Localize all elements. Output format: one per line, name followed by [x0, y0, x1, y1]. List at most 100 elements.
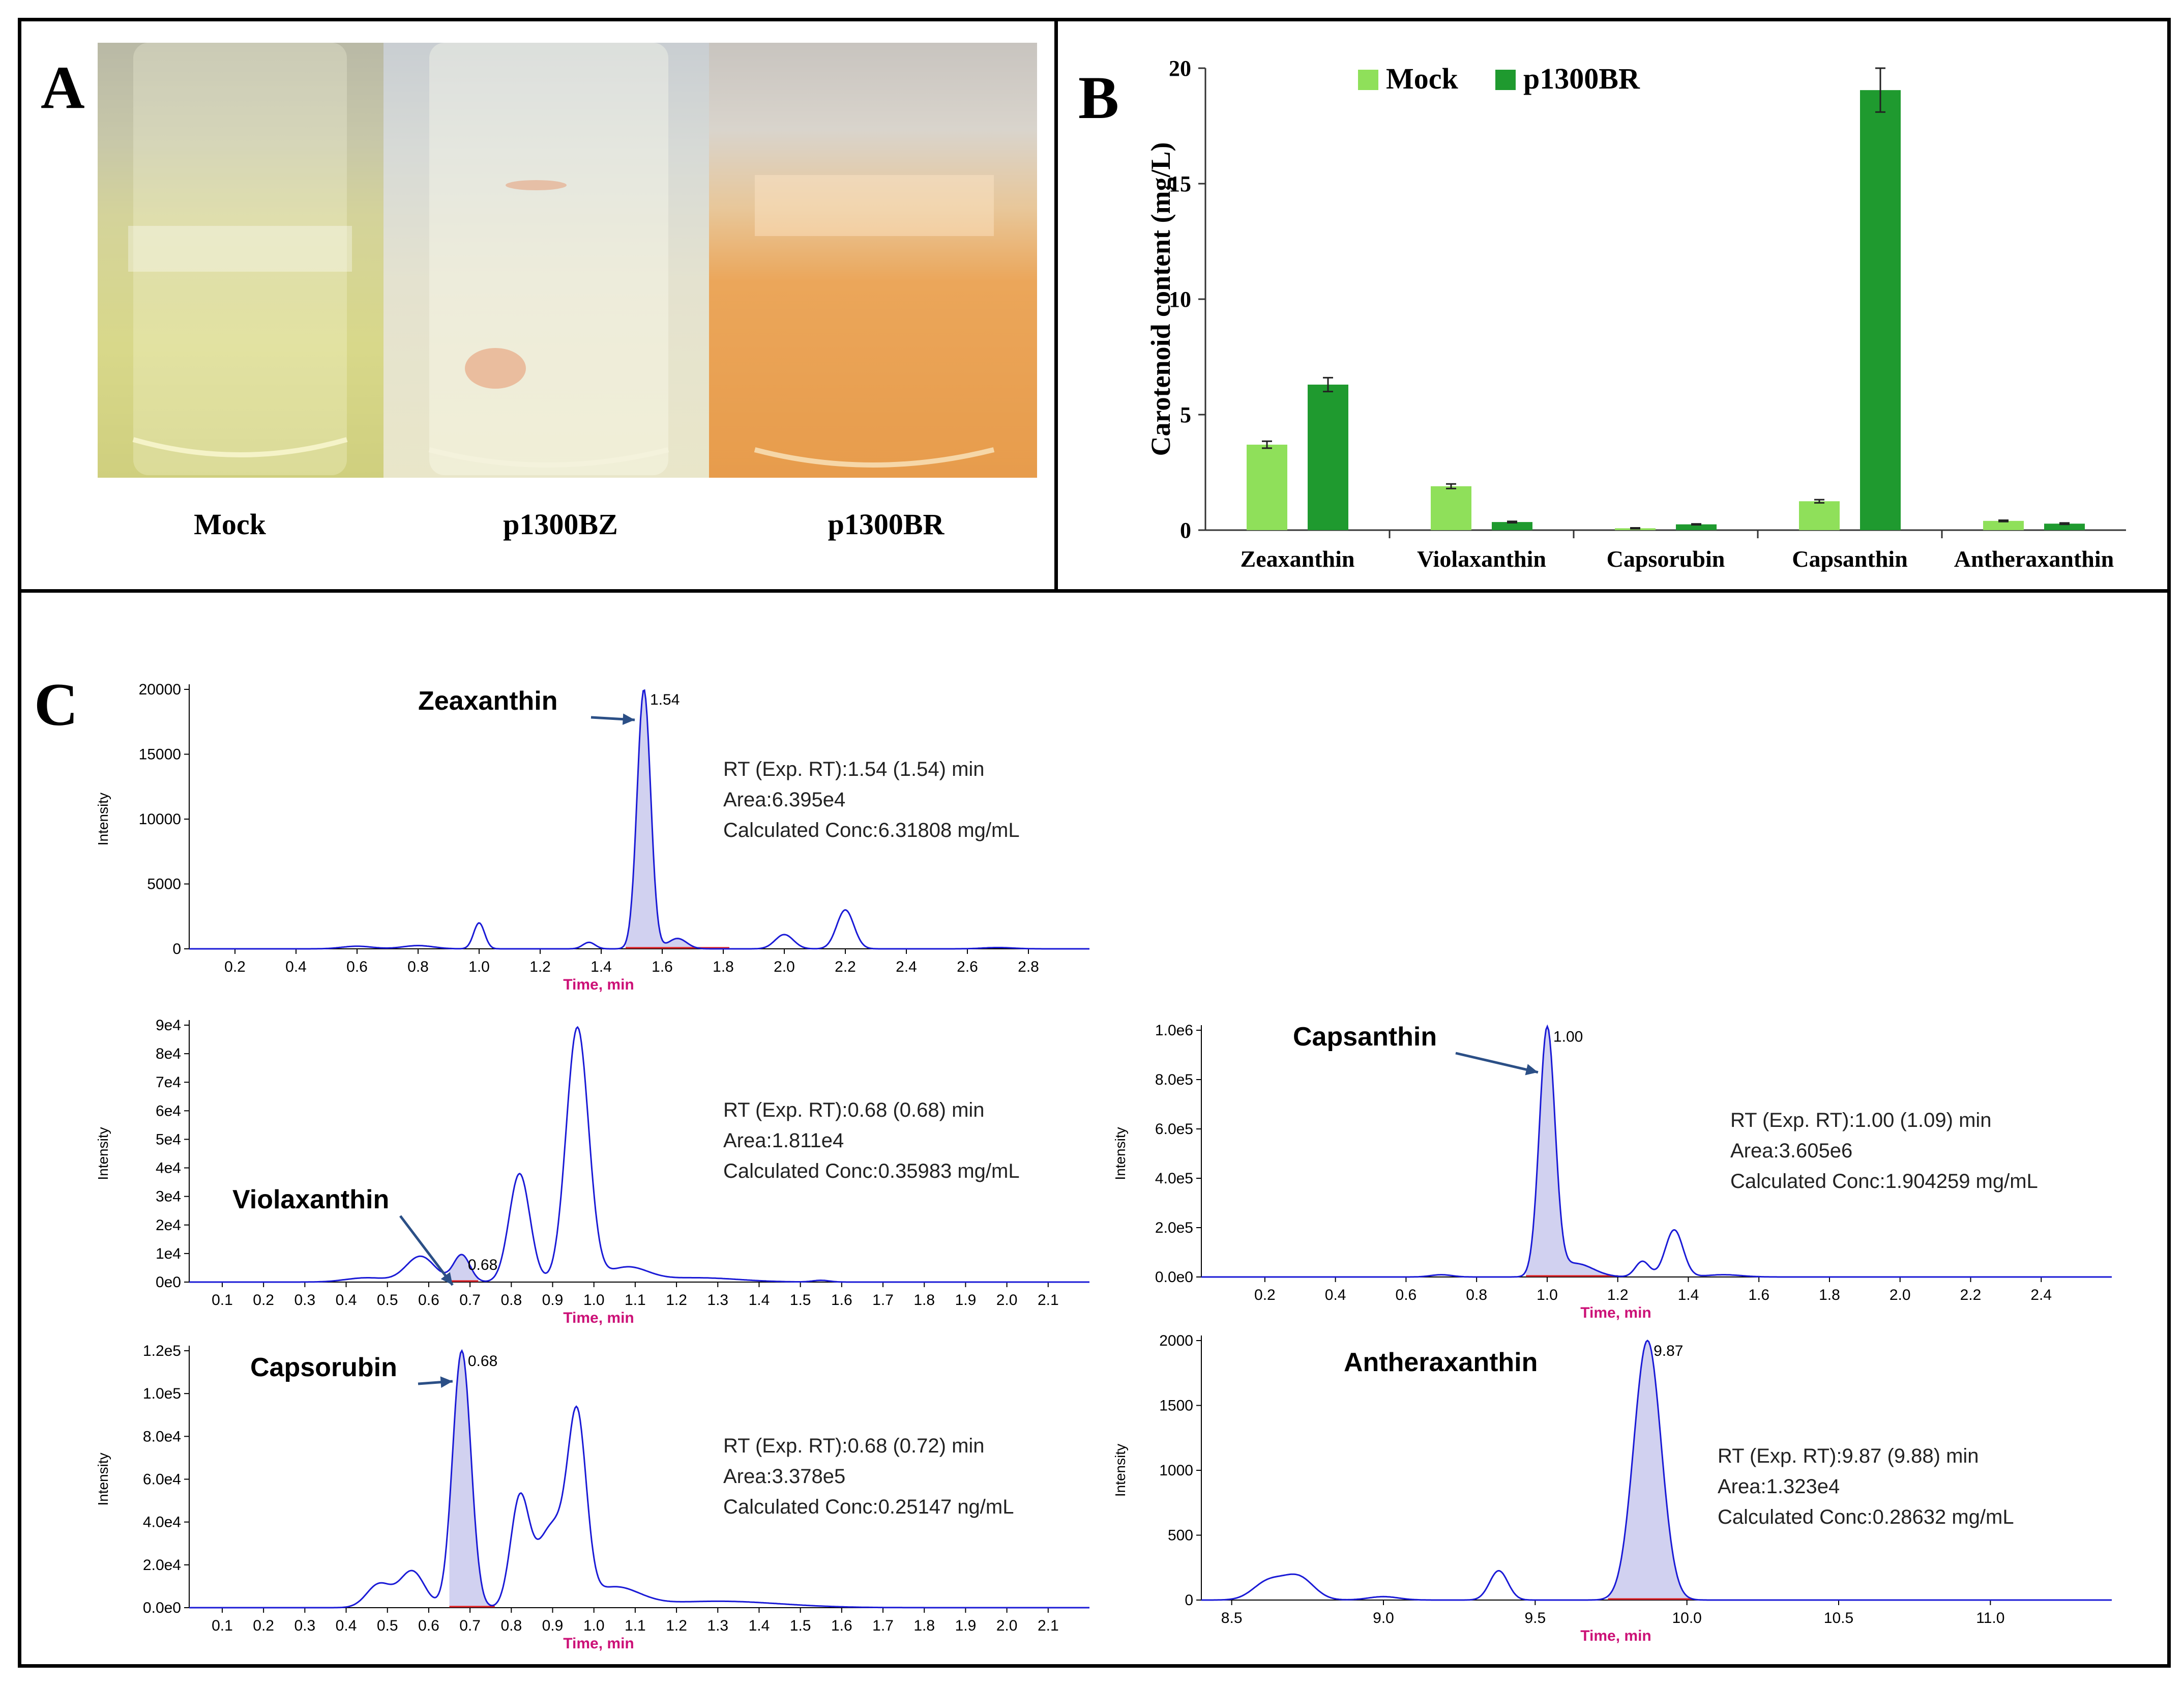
x-tick-label: 0.7 [459, 1292, 481, 1309]
x-tick-label: 9.5 [1524, 1610, 1546, 1626]
panel-b: B 0 5 10 15 20 Carotenoid content (mg/L) Zeaxa… [1054, 18, 2171, 593]
y-tick-label: 8.0e5 [1155, 1071, 1193, 1088]
x-tick-label: 2.4 [896, 958, 917, 975]
legend-swatch-mock [1358, 70, 1378, 90]
panel-a-letter: A [41, 53, 85, 121]
x-tick-label: 1.8 [913, 1617, 935, 1634]
peak-label: 9.87 [1654, 1343, 1683, 1359]
panel-a: A Mock p1300BZ p1300BR [18, 18, 1058, 593]
x-tick-label: 0.3 [294, 1292, 315, 1309]
info-line: Area:1.811e4 [723, 1129, 844, 1152]
pointer-arrowhead [440, 1272, 453, 1285]
x-tick-label: 1.3 [707, 1292, 728, 1309]
y-tick-label: 1000 [1159, 1462, 1193, 1479]
y-tick-label: 2.0e5 [1155, 1219, 1193, 1236]
y-tick-label: 500 [1168, 1527, 1193, 1544]
x-tick-label: 1.2 [666, 1617, 687, 1634]
x-tick-label: Zeaxanthin [1241, 546, 1355, 572]
integrated-peak-area [449, 1254, 479, 1282]
x-axis-label: Time, min [1580, 1628, 1651, 1644]
pointer-arrowhead [622, 713, 635, 725]
x-tick-label: 2.4 [2030, 1287, 2052, 1303]
bar-p1300br [1492, 522, 1532, 530]
x-tick-label: 1.6 [1748, 1287, 1769, 1303]
y-axis-label: Carotenoid content (mg/L) [1145, 142, 1176, 456]
x-tick-label: 1.1 [625, 1617, 646, 1634]
x-tick-label: 2.0 [996, 1617, 1018, 1634]
x-tick-label: Violaxanthin [1417, 546, 1546, 572]
chromatogram-violaxanthin: 0e0 1e4 2e4 3e4 4e4 5e4 6e4 7e4 8e4 9e4 0.1 0.2 0.3 0… [95, 1017, 1089, 1326]
y-tick-label: 4.0e4 [143, 1514, 181, 1531]
x-axis-label: Time, min [1580, 1304, 1651, 1321]
x-tick-label: 1.8 [913, 1292, 935, 1309]
bar-p1300br [1308, 384, 1348, 530]
y-tick-label: 10 [1169, 287, 1191, 312]
x-tick-label: 2.0 [774, 958, 795, 975]
integrated-peak-area [1608, 1341, 1693, 1600]
y-tick-label: 1500 [1159, 1398, 1193, 1414]
chromatogram-antheraxanthin: 0 500 1000 1500 2000 8.5 9.0 9.5 10.0 10.5 11.0 Tim… [1112, 1332, 2112, 1644]
y-tick-label: 15 [1169, 171, 1191, 196]
x-tick-label: 1.8 [713, 958, 734, 975]
y-tick-label: 9e4 [156, 1017, 181, 1034]
y-tick-label: 0 [1180, 518, 1191, 543]
y-tick-label: 2e4 [156, 1217, 181, 1234]
x-tick-label: 1.0 [583, 1292, 605, 1309]
peak-label: 0.68 [468, 1353, 497, 1370]
x-tick-label: 1.4 [749, 1617, 770, 1634]
y-tick-label: 3e4 [156, 1188, 181, 1205]
x-tick-label: 1.9 [955, 1292, 977, 1309]
chromatogram-trace [189, 1349, 1089, 1609]
x-tick-label: 1.8 [1819, 1287, 1840, 1303]
y-tick-label: 0.0e0 [1155, 1269, 1193, 1286]
info-line: Calculated Conc:1.904259 mg/mL [1730, 1170, 2038, 1193]
x-tick-label: 0.4 [285, 958, 307, 975]
x-tick-label: 0.6 [346, 958, 368, 975]
x-tick-label: 0.8 [500, 1617, 522, 1634]
x-tick-label: 0.8 [500, 1292, 522, 1309]
chromatogram-trace [189, 1026, 1089, 1283]
x-tick-label: 1.5 [790, 1617, 811, 1634]
chromatogram-zeaxanthin: 0 5000 10000 15000 20000 0.2 0.4 0.6 0.8 1.0 1.2 1.… [95, 681, 1089, 993]
x-tick-label: 0.4 [336, 1292, 357, 1309]
x-axis-label: Time, min [563, 1310, 634, 1326]
panel-c: C 0 5000 10000 15000 20000 0.2 0.4 0.6 0.8 1.0 1.2… [18, 589, 2171, 1668]
x-tick-label: 10.0 [1672, 1610, 1701, 1626]
y-tick-label: 0e0 [156, 1274, 181, 1291]
x-tick-label: 1.4 [591, 958, 612, 975]
y-tick-label: 6.0e4 [143, 1471, 181, 1488]
y-tick-label: 15000 [139, 746, 181, 763]
x-tick-label: 1.0 [468, 958, 490, 975]
y-tick-label: 8.0e4 [143, 1428, 181, 1445]
x-tick-label: 0.6 [1396, 1287, 1417, 1303]
x-tick-label: 1.4 [1678, 1287, 1699, 1303]
x-tick-label: 1.2 [1607, 1287, 1629, 1303]
integrated-peak-area [1526, 1026, 1618, 1277]
peak-label: 1.00 [1553, 1029, 1583, 1045]
x-tick-label: 8.5 [1221, 1610, 1243, 1626]
panel-c-letter: C [34, 671, 78, 738]
y-tick-label: 0 [172, 941, 181, 957]
x-tick-label: 0.8 [1466, 1287, 1487, 1303]
bar-chart: 0 5 10 15 20 Carotenoid content (mg/L) Zeaxant… [1145, 56, 2126, 572]
y-tick-label: 0.0e0 [143, 1600, 181, 1616]
y-axis-label: Intensity [95, 1127, 111, 1180]
x-tick-label: 9.0 [1373, 1610, 1394, 1626]
info-line: Area:3.378e5 [723, 1465, 845, 1488]
photo-p1300bz [383, 43, 709, 478]
y-tick-label: 1.2e5 [143, 1343, 181, 1359]
y-tick-label: 0 [1185, 1592, 1193, 1609]
x-tick-label: 10.5 [1824, 1610, 1853, 1626]
peak-label: 0.68 [468, 1257, 497, 1273]
chromatogram-trace [189, 689, 1089, 950]
chromatogram-capsorubin: 0.0e0 2.0e4 4.0e4 6.0e4 8.0e4 1.0e5 1.2e5 0.1 0.… [95, 1343, 1089, 1652]
info-line: RT (Exp. RT):0.68 (0.68) min [723, 1099, 985, 1121]
x-tick-label: 0.2 [224, 958, 246, 975]
x-tick-label: 1.1 [625, 1292, 646, 1309]
caption-p1300br: p1300BR [828, 508, 945, 541]
chromatogram-capsanthin: 0.0e0 2.0e5 4.0e5 6.0e5 8.0e5 1.0e6 0.2 0.4 0.6 0… [1112, 1022, 2112, 1321]
x-tick-label: Capsanthin [1792, 546, 1908, 572]
pointer-arrow [399, 1215, 454, 1286]
bar-mock [1431, 486, 1471, 530]
